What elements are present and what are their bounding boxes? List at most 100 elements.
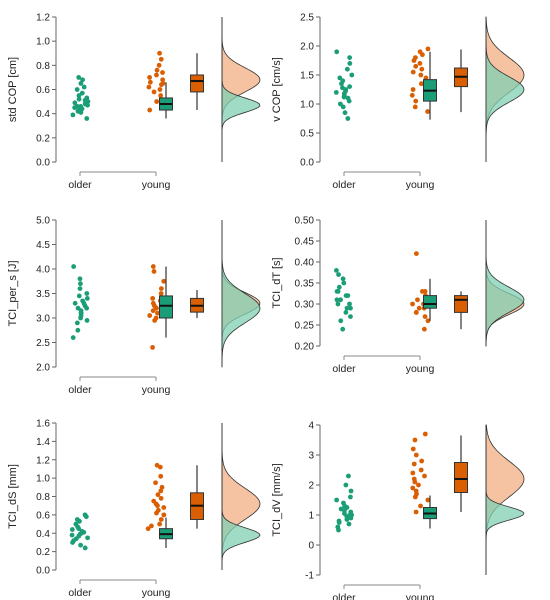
data-point-older bbox=[347, 301, 352, 307]
data-point-older bbox=[334, 297, 340, 303]
data-point-young bbox=[145, 526, 151, 532]
density-young bbox=[221, 17, 261, 162]
y-tick-label: 0.0 bbox=[36, 158, 50, 169]
data-point-young bbox=[154, 99, 160, 104]
data-point-older bbox=[333, 90, 339, 95]
data-point-young bbox=[416, 482, 421, 488]
y-tick-label: 3.0 bbox=[36, 314, 50, 325]
y-tick-label: 0.20 bbox=[295, 342, 315, 353]
y-tick-label: 5.0 bbox=[36, 216, 50, 227]
data-point-young bbox=[423, 75, 429, 81]
data-point-young bbox=[158, 291, 164, 296]
data-point-older bbox=[76, 96, 82, 102]
y-tick-label: 0.4 bbox=[36, 529, 50, 540]
data-point-young bbox=[147, 79, 153, 85]
x-category-label-young: young bbox=[406, 592, 435, 600]
data-point-older bbox=[338, 318, 344, 324]
data-point-young bbox=[157, 87, 163, 92]
data-point-young bbox=[416, 305, 422, 311]
y-axis-title: TCI_dV [mm/s] bbox=[271, 463, 283, 536]
data-point-young bbox=[413, 452, 419, 458]
data-point-older bbox=[79, 90, 85, 96]
data-point-young bbox=[417, 61, 423, 66]
data-point-older bbox=[70, 335, 76, 340]
data-point-older bbox=[341, 280, 347, 286]
data-point-older bbox=[82, 512, 88, 518]
y-tick-label: 4 bbox=[308, 421, 314, 432]
density-older bbox=[485, 17, 525, 162]
data-point-older bbox=[84, 296, 90, 301]
data-point-young bbox=[413, 251, 419, 256]
y-tick-label: 4.5 bbox=[36, 240, 50, 251]
density-older bbox=[221, 17, 261, 162]
y-tick-label: 2.0 bbox=[300, 42, 314, 53]
data-point-older bbox=[74, 320, 80, 326]
data-point-older bbox=[344, 305, 350, 311]
data-point-young bbox=[147, 107, 153, 113]
data-point-older bbox=[334, 497, 340, 503]
x-category-label-older: older bbox=[332, 363, 356, 375]
data-point-older bbox=[79, 529, 85, 534]
y-tick-label: 0.8 bbox=[36, 61, 50, 72]
density-older bbox=[221, 220, 261, 368]
data-point-young bbox=[425, 497, 431, 503]
data-point-young bbox=[419, 66, 425, 72]
data-point-older bbox=[75, 305, 81, 311]
chart-panel-5: 0.0 0.2 0.4 0.6 0.8 1.0 1.2 1.4 1.6 TCI_dS [mm] ol… bbox=[7, 419, 261, 599]
chart-panel-1: 0.0 0.2 0.4 0.6 0.8 1.0 1.2 std COP [cm] older yo… bbox=[7, 13, 261, 191]
x-category-label-young: young bbox=[142, 179, 171, 191]
y-axis-title: TCI_dT [s] bbox=[271, 257, 283, 308]
data-point-older bbox=[334, 49, 340, 55]
data-point-older bbox=[346, 521, 352, 527]
y-tick-label: 0.6 bbox=[36, 510, 50, 521]
data-point-young bbox=[410, 301, 415, 307]
data-point-young bbox=[410, 485, 416, 491]
data-point-young bbox=[418, 81, 424, 87]
x-category-label-young: young bbox=[142, 587, 171, 599]
data-point-young bbox=[421, 326, 427, 332]
data-point-older bbox=[334, 268, 339, 273]
y-tick-label: 4.0 bbox=[36, 265, 50, 276]
y-tick-label: 0.25 bbox=[295, 321, 315, 332]
data-point-young bbox=[425, 318, 431, 324]
y-tick-label: 0.4 bbox=[36, 109, 50, 120]
data-point-older bbox=[340, 85, 345, 91]
data-point-young bbox=[154, 72, 159, 78]
data-point-older bbox=[342, 110, 348, 116]
data-point-young bbox=[422, 473, 427, 479]
data-point-young bbox=[412, 104, 418, 110]
y-tick-label: 0 bbox=[308, 541, 314, 552]
y-tick-label: 0.45 bbox=[295, 237, 315, 248]
data-point-older bbox=[343, 310, 349, 315]
data-point-older bbox=[343, 482, 349, 488]
data-point-young bbox=[413, 63, 419, 69]
y-tick-label: 0.2 bbox=[36, 547, 50, 558]
data-point-young bbox=[154, 67, 160, 73]
data-point-young bbox=[155, 507, 161, 513]
data-point-older bbox=[348, 494, 353, 500]
data-point-young bbox=[154, 462, 160, 468]
data-point-young bbox=[150, 300, 156, 306]
y-tick-label: 2 bbox=[308, 481, 314, 492]
data-point-older bbox=[70, 112, 76, 118]
chart-panel-6: -1 0 1 2 3 4 TCI_dV [mm/s] older young bbox=[271, 421, 525, 600]
y-tick-label: 1.2 bbox=[36, 13, 50, 24]
y-axis-title: TCI_dS [mm] bbox=[7, 464, 19, 529]
x-category-label-young: young bbox=[406, 179, 435, 191]
data-point-young bbox=[157, 50, 162, 56]
data-point-young bbox=[161, 512, 167, 518]
data-point-young bbox=[413, 55, 418, 60]
data-point-older bbox=[77, 281, 83, 287]
data-point-older bbox=[73, 521, 79, 527]
data-point-young bbox=[158, 495, 164, 501]
data-point-young bbox=[156, 62, 162, 68]
data-point-older bbox=[82, 545, 88, 551]
y-tick-label: 1 bbox=[308, 511, 314, 522]
y-tick-label: 3.5 bbox=[36, 289, 50, 300]
data-point-young bbox=[161, 505, 167, 510]
y-tick-label: 0.35 bbox=[295, 279, 315, 290]
data-point-older bbox=[84, 318, 90, 323]
data-point-young bbox=[151, 498, 157, 504]
x-category-label-older: older bbox=[332, 592, 356, 600]
